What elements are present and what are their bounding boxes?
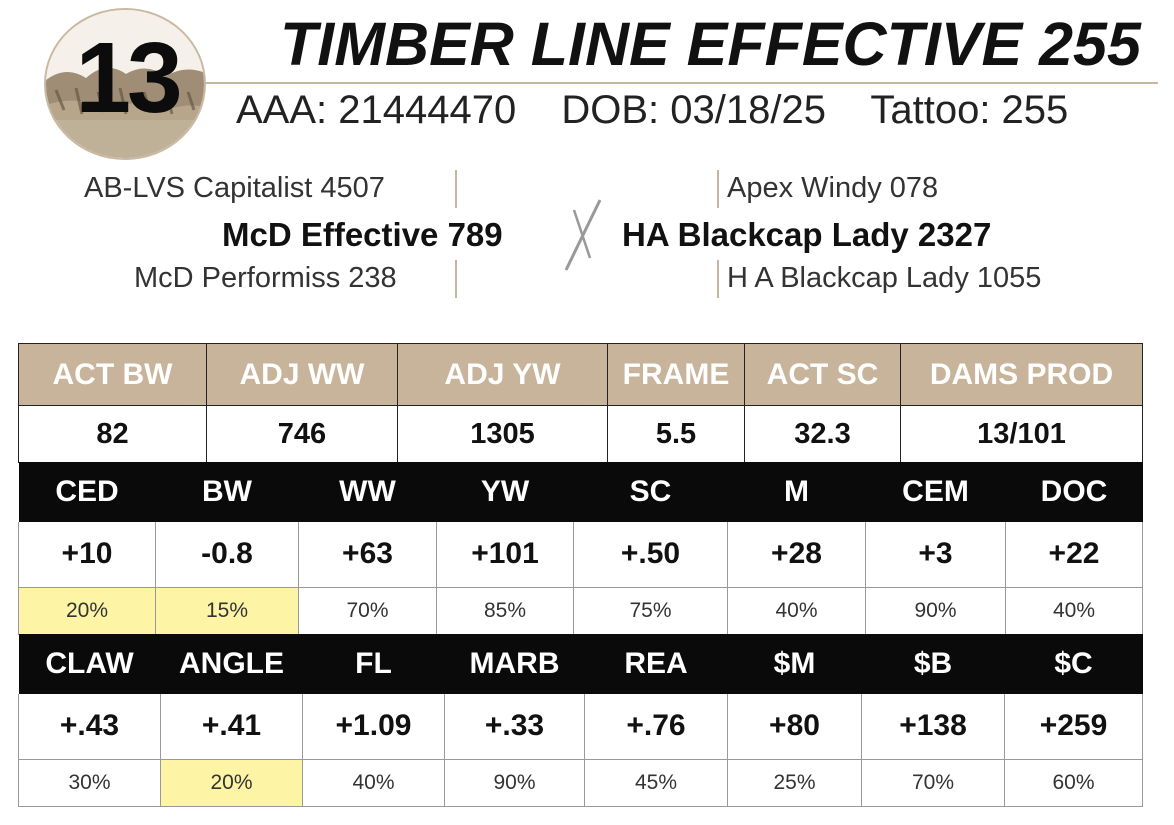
percentile-cell: 90% <box>865 587 1006 635</box>
value-cell: +.33 <box>444 694 585 760</box>
header-cell: $M <box>727 634 862 694</box>
value-cell: +10 <box>18 522 156 588</box>
dam: HA Blackcap Lady 2327 <box>622 216 992 253</box>
value-cell: +138 <box>861 694 1005 760</box>
epd-header-row: CED BW WW YW SC M CEM DOC <box>18 462 1143 522</box>
header-cell: CED <box>18 462 156 522</box>
tattoo: Tattoo: 255 <box>870 88 1069 132</box>
header-cell: MARB <box>444 634 585 694</box>
pedigree-bracket <box>717 260 719 298</box>
epd-value-row: +10 -0.8 +63 +101 +.50 +28 +3 +22 <box>18 522 1143 588</box>
value-cell: 82 <box>18 405 207 463</box>
sire-sire: AB-LVS Capitalist 4507 <box>84 172 385 204</box>
header-cell: DOC <box>1005 462 1143 522</box>
value-cell: +.50 <box>573 522 728 588</box>
value-cell: 32.3 <box>744 405 901 463</box>
header-cell: SC <box>573 462 728 522</box>
epd-percentile-row: 30% 20% 40% 90% 45% 25% 70% 60% <box>18 759 1143 807</box>
pedigree-bracket <box>717 170 719 208</box>
header-cell: REA <box>584 634 728 694</box>
pedigree-bracket <box>455 170 457 208</box>
lot-badge: 13 <box>44 8 206 160</box>
performance-header-row: ACT BW ADJ WW ADJ YW FRAME ACT SC DAMS P… <box>18 343 1143 406</box>
epd-header-row: CLAW ANGLE FL MARB REA $M $B $C <box>18 634 1143 694</box>
percentile-cell: 20% <box>160 759 303 807</box>
value-cell: +101 <box>436 522 574 588</box>
aaa-number: AAA: 21444470 <box>236 88 517 132</box>
dam-sire: Apex Windy 078 <box>727 172 939 204</box>
percentile-cell: 70% <box>298 587 437 635</box>
title-divider <box>206 82 1158 84</box>
value-cell: +1.09 <box>302 694 445 760</box>
header-cell: ACT SC <box>744 343 901 406</box>
percentile-cell: 40% <box>1005 587 1143 635</box>
header-cell: FL <box>302 634 445 694</box>
value-cell: +63 <box>298 522 437 588</box>
epd-value-row: +.43 +.41 +1.09 +.33 +.76 +80 +138 +259 <box>18 694 1143 760</box>
sire-dam: McD Performiss 238 <box>134 262 397 294</box>
header-cell: CLAW <box>18 634 161 694</box>
value-cell: +259 <box>1004 694 1143 760</box>
percentile-cell: 90% <box>444 759 585 807</box>
percentile-cell: 40% <box>727 587 866 635</box>
value-cell: 5.5 <box>607 405 745 463</box>
percentile-cell: 45% <box>584 759 728 807</box>
percentile-cell: 85% <box>436 587 574 635</box>
value-cell: +22 <box>1005 522 1143 588</box>
animal-name: TIMBER LINE EFFECTIVE 255 <box>280 10 1141 78</box>
value-cell: +3 <box>865 522 1006 588</box>
header-cell: YW <box>436 462 574 522</box>
header-cell: DAMS PROD <box>900 343 1143 406</box>
dam-dam: H A Blackcap Lady 1055 <box>727 262 1042 294</box>
value-cell: +.41 <box>160 694 303 760</box>
header-cell: ADJ WW <box>206 343 398 406</box>
animal-identifiers: AAA: 21444470 DOB: 03/18/25 Tattoo: 255 <box>236 88 1068 132</box>
header-cell: ANGLE <box>160 634 303 694</box>
cross-x-icon <box>564 199 602 271</box>
header-cell: M <box>727 462 866 522</box>
performance-value-row: 82 746 1305 5.5 32.3 13/101 <box>18 405 1143 463</box>
percentile-cell: 20% <box>18 587 156 635</box>
header-cell: $B <box>861 634 1005 694</box>
percentile-cell: 25% <box>727 759 862 807</box>
percentile-cell: 70% <box>861 759 1005 807</box>
value-cell: +80 <box>727 694 862 760</box>
date-of-birth: DOB: 03/18/25 <box>561 88 826 132</box>
header-cell: FRAME <box>607 343 745 406</box>
cattle-photo-icon <box>46 10 204 158</box>
value-cell: +28 <box>727 522 866 588</box>
percentile-cell: 75% <box>573 587 728 635</box>
percentile-cell: 30% <box>18 759 161 807</box>
value-cell: +.43 <box>18 694 161 760</box>
epd-percentile-row: 20% 15% 70% 85% 75% 40% 90% 40% <box>18 587 1143 635</box>
header-cell: BW <box>155 462 299 522</box>
value-cell: 13/101 <box>900 405 1143 463</box>
value-cell: 746 <box>206 405 398 463</box>
value-cell: +.76 <box>584 694 728 760</box>
header-cell: CEM <box>865 462 1006 522</box>
value-cell: 1305 <box>397 405 608 463</box>
epd-table-2: CLAW ANGLE FL MARB REA $M $B $C +.43 +.4… <box>18 634 1143 807</box>
percentile-cell: 60% <box>1004 759 1143 807</box>
header-cell: $C <box>1004 634 1143 694</box>
header-cell: WW <box>298 462 437 522</box>
header-cell: ADJ YW <box>397 343 608 406</box>
pedigree-bracket <box>455 260 457 298</box>
epd-table-1: CED BW WW YW SC M CEM DOC +10 -0.8 +63 +… <box>18 462 1143 635</box>
performance-table: ACT BW ADJ WW ADJ YW FRAME ACT SC DAMS P… <box>18 343 1143 463</box>
header-cell: ACT BW <box>18 343 207 406</box>
percentile-cell: 15% <box>155 587 299 635</box>
lot-number: 13 <box>75 22 182 134</box>
percentile-cell: 40% <box>302 759 445 807</box>
value-cell: -0.8 <box>155 522 299 588</box>
sire: McD Effective 789 <box>222 216 503 253</box>
